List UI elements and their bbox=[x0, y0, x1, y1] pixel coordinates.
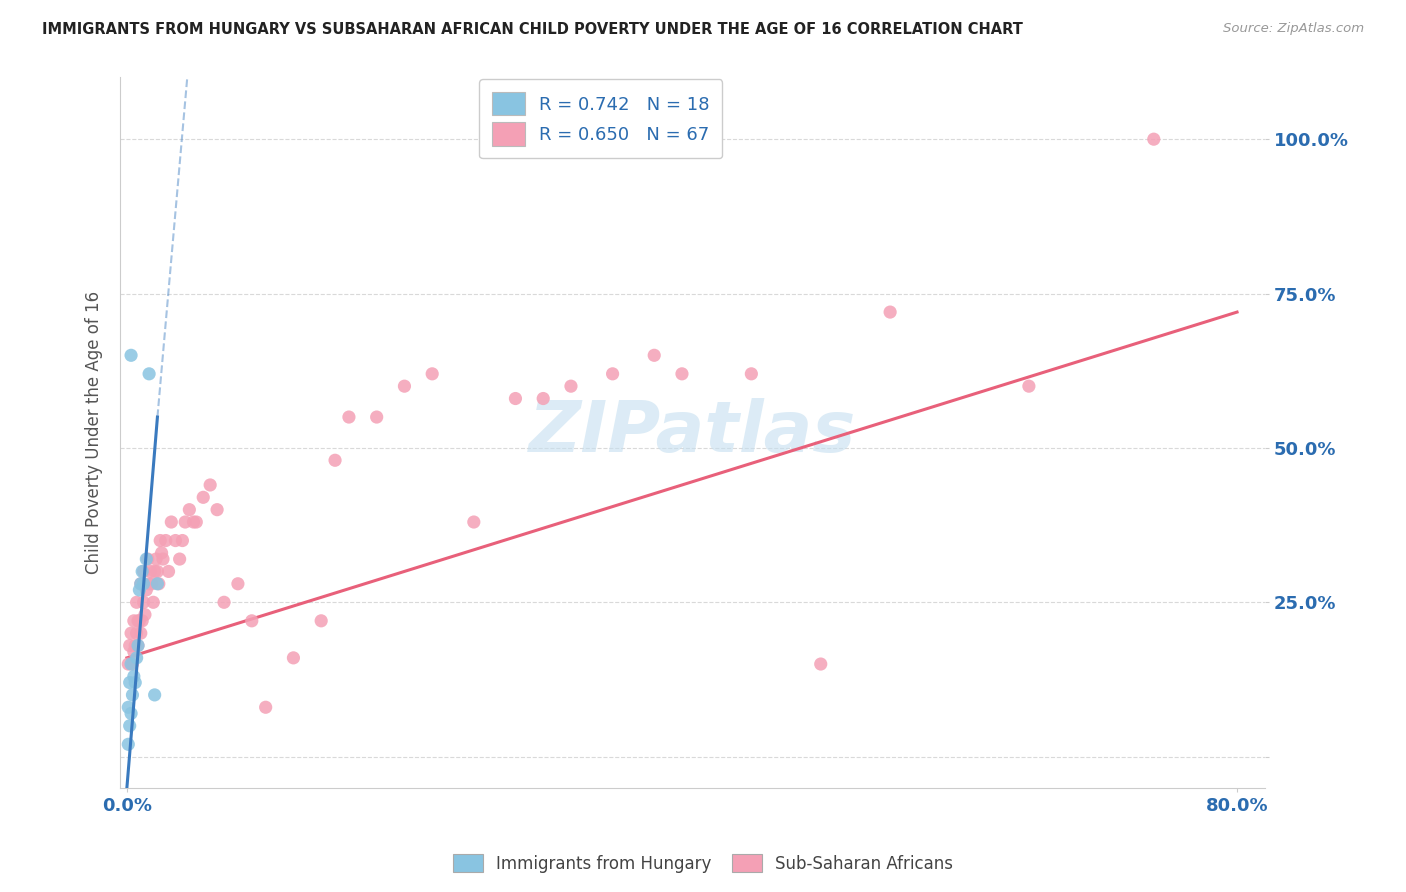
Point bbox=[129, 576, 152, 591]
Point bbox=[602, 367, 624, 381]
Point bbox=[394, 379, 416, 393]
Point bbox=[143, 565, 166, 579]
Point bbox=[139, 565, 162, 579]
Point bbox=[120, 348, 142, 362]
Point bbox=[150, 546, 173, 560]
Point bbox=[149, 533, 172, 548]
Point bbox=[138, 367, 160, 381]
Text: ZIPatlas: ZIPatlas bbox=[529, 398, 856, 467]
Text: IMMIGRANTS FROM HUNGARY VS SUBSAHARAN AFRICAN CHILD POVERTY UNDER THE AGE OF 16 : IMMIGRANTS FROM HUNGARY VS SUBSAHARAN AF… bbox=[42, 22, 1024, 37]
Point bbox=[146, 576, 169, 591]
Point bbox=[740, 367, 762, 381]
Point bbox=[131, 565, 153, 579]
Point bbox=[132, 576, 155, 591]
Point bbox=[135, 552, 157, 566]
Point bbox=[121, 688, 143, 702]
Point bbox=[124, 639, 146, 653]
Point bbox=[148, 576, 170, 591]
Point bbox=[120, 626, 142, 640]
Point bbox=[136, 552, 159, 566]
Point bbox=[117, 700, 139, 714]
Point bbox=[174, 515, 197, 529]
Point bbox=[337, 410, 360, 425]
Point bbox=[129, 576, 152, 591]
Point bbox=[122, 645, 145, 659]
Y-axis label: Child Poverty Under the Age of 16: Child Poverty Under the Age of 16 bbox=[86, 291, 103, 574]
Text: Source: ZipAtlas.com: Source: ZipAtlas.com bbox=[1223, 22, 1364, 36]
Point bbox=[193, 491, 215, 505]
Point bbox=[463, 515, 485, 529]
Point bbox=[129, 626, 152, 640]
Point bbox=[183, 515, 205, 529]
Point bbox=[128, 582, 150, 597]
Point bbox=[323, 453, 346, 467]
Point bbox=[121, 657, 143, 671]
Point bbox=[198, 478, 221, 492]
Point bbox=[420, 367, 443, 381]
Point bbox=[135, 582, 157, 597]
Point bbox=[165, 533, 187, 548]
Point bbox=[131, 614, 153, 628]
Point bbox=[122, 614, 145, 628]
Point bbox=[120, 657, 142, 671]
Point bbox=[169, 552, 191, 566]
Point bbox=[152, 552, 174, 566]
Point bbox=[810, 657, 832, 671]
Point bbox=[125, 651, 148, 665]
Point bbox=[505, 392, 527, 406]
Point bbox=[879, 305, 901, 319]
Point bbox=[128, 614, 150, 628]
Point bbox=[155, 533, 177, 548]
Point bbox=[226, 576, 249, 591]
Point bbox=[118, 719, 141, 733]
Point bbox=[212, 595, 235, 609]
Point bbox=[124, 675, 146, 690]
Point bbox=[309, 614, 332, 628]
Point bbox=[138, 576, 160, 591]
Point bbox=[240, 614, 263, 628]
Point bbox=[157, 565, 180, 579]
Point bbox=[643, 348, 665, 362]
Point bbox=[1018, 379, 1040, 393]
Point bbox=[205, 502, 228, 516]
Point bbox=[118, 639, 141, 653]
Point bbox=[531, 392, 554, 406]
Point bbox=[127, 639, 149, 653]
Point bbox=[122, 669, 145, 683]
Point bbox=[127, 639, 149, 653]
Point bbox=[1143, 132, 1166, 146]
Legend: R = 0.742   N = 18, R = 0.650   N = 67: R = 0.742 N = 18, R = 0.650 N = 67 bbox=[479, 79, 723, 158]
Point bbox=[142, 595, 165, 609]
Point bbox=[172, 533, 194, 548]
Point bbox=[125, 595, 148, 609]
Point bbox=[132, 565, 155, 579]
Point bbox=[146, 565, 169, 579]
Point bbox=[283, 651, 305, 665]
Point bbox=[118, 675, 141, 690]
Point bbox=[127, 614, 149, 628]
Point bbox=[145, 552, 167, 566]
Point bbox=[141, 576, 163, 591]
Point bbox=[254, 700, 277, 714]
Point bbox=[143, 688, 166, 702]
Point bbox=[179, 502, 201, 516]
Point bbox=[125, 626, 148, 640]
Point bbox=[560, 379, 582, 393]
Point bbox=[132, 595, 155, 609]
Point bbox=[160, 515, 183, 529]
Point bbox=[186, 515, 208, 529]
Point bbox=[134, 607, 156, 622]
Point bbox=[120, 706, 142, 721]
Legend: Immigrants from Hungary, Sub-Saharan Africans: Immigrants from Hungary, Sub-Saharan Afr… bbox=[446, 847, 960, 880]
Point bbox=[671, 367, 693, 381]
Point bbox=[117, 657, 139, 671]
Point bbox=[366, 410, 388, 425]
Point bbox=[117, 737, 139, 751]
